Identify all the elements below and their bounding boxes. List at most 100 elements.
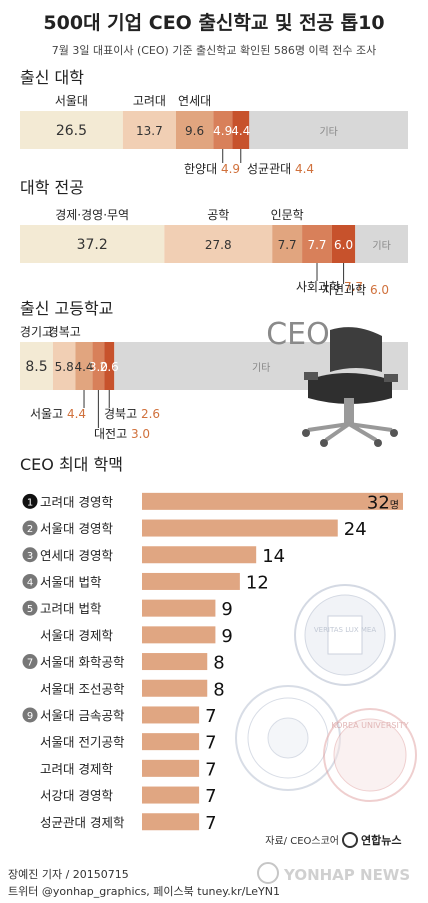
segment-callout-4: 한양대 4.9 — [184, 162, 240, 176]
segment-value-2: 13.7 — [136, 124, 163, 138]
rank-number: 2 — [27, 524, 33, 535]
segment-value-1: 26.5 — [56, 123, 87, 139]
segment-bar-4 — [92, 342, 105, 390]
alumni-bar — [142, 653, 208, 671]
segment-label-2: 공학 — [207, 208, 229, 222]
category-label: 서울대 금속공학 — [40, 708, 125, 723]
segment-value-3: 9.6 — [185, 124, 204, 138]
segment-value-3: 7.7 — [278, 238, 297, 252]
category-label: 성균관대 경제학 — [40, 815, 125, 830]
section-title-university: 출신 대학 — [20, 68, 84, 87]
category-label: 고려대 경영학 — [40, 494, 113, 509]
segment-value-3: 4.4 — [74, 360, 93, 374]
segment-bar-5 — [331, 225, 356, 263]
callout-label: 자연과학 — [322, 283, 370, 297]
segment-bar-2 — [52, 342, 76, 390]
alumni-bar — [142, 519, 338, 537]
segment-bar-4 — [302, 225, 332, 263]
callout-label: 경북고 — [104, 407, 141, 421]
segment-bar-5 — [232, 111, 250, 149]
callout-label: 서울고 — [30, 407, 67, 421]
bar-value-label: 14 — [262, 546, 285, 567]
rank-number: 4 — [27, 577, 33, 588]
yonhap-news-watermark: YONHAP NEWS — [257, 862, 410, 884]
segment-bar-4 — [213, 111, 233, 149]
yonsei-seal-emblem — [235, 685, 341, 791]
segment-callout-4: 사회과학 7.7 — [296, 280, 363, 294]
segment-other-label: 기타 — [372, 240, 390, 252]
segment-label-1: 경제·경영·무역 — [55, 208, 129, 222]
category-label: 서울대 법학 — [40, 574, 102, 589]
segment-label-1: 경기고 — [20, 325, 53, 339]
alumni-bar — [142, 492, 403, 510]
segment-bar-2 — [164, 225, 273, 263]
bar-value-label: 9 — [221, 599, 232, 620]
segment-callout-4: 대전고 3.0 — [94, 427, 150, 441]
bar-value-label: 9 — [221, 626, 232, 647]
rank-number: 5 — [27, 604, 33, 615]
segment-bar-1 — [20, 111, 123, 149]
category-label: 고려대 법학 — [40, 601, 102, 616]
category-label: 고려대 경제학 — [40, 761, 113, 776]
alumni-bar — [142, 706, 200, 724]
snu-seal-text: VERITAS LUX MEA — [314, 626, 376, 634]
rank-badge — [22, 654, 38, 670]
rank-number: 9 — [27, 711, 33, 722]
segment-label-2: 경복고 — [48, 325, 81, 339]
callout-value: 2.6 — [141, 407, 160, 421]
segment-value-4: 7.7 — [307, 238, 326, 252]
segment-value-5: 2.6 — [100, 360, 119, 374]
alumni-bar — [142, 733, 200, 751]
bar-value-unit: 명 — [390, 499, 399, 511]
rank-badge — [22, 520, 38, 536]
page-title: 500대 기업 CEO 출신학교 및 전공 톱10 — [43, 12, 384, 34]
alumni-bar-chart: 1 고려대 경영학 32명 2 서울대 경영학 24 3 연세대 경영학 14 4 서울대 법학 12… — [22, 492, 403, 834]
category-label: 서울대 전기공학 — [40, 735, 125, 750]
yonhap-news-watermark-text: YONHAP NEWS — [283, 866, 410, 884]
category-label: 연세대 경영학 — [40, 548, 113, 563]
callout-value: 7.7 — [344, 280, 363, 294]
category-label: 서강대 경영학 — [40, 788, 113, 803]
segment-bar-6 — [355, 225, 408, 263]
segment-bar-5 — [104, 342, 115, 390]
callout-label: 사회과학 — [296, 280, 344, 294]
alumni-bar — [142, 759, 200, 777]
segment-value-5: 6.0 — [334, 238, 353, 252]
snu-seal-emblem: VERITAS LUX MEA — [294, 584, 396, 686]
korea-univ-seal-emblem: KOREA UNIVERSITY — [323, 708, 417, 802]
category-label: 서울대 조선공학 — [40, 681, 125, 696]
alumni-bar — [142, 626, 216, 644]
segment-bar-3 — [175, 111, 214, 149]
section-title-major: 대학 전공 — [20, 178, 84, 197]
segment-bar-1 — [20, 342, 53, 390]
segment-bar-2 — [122, 111, 176, 149]
bar-value-label: 8 — [213, 679, 224, 700]
bar-value-label: 32명 — [367, 492, 399, 513]
segment-bar-6 — [249, 111, 408, 149]
alumni-bar — [142, 786, 200, 804]
bar-value-label: 7 — [205, 813, 216, 834]
segment-callout-3: 서울고 4.4 — [30, 407, 86, 421]
callout-label: 한양대 — [184, 162, 221, 176]
callout-label: 성균관대 — [247, 162, 295, 176]
segment-callout-5: 자연과학 6.0 — [322, 283, 389, 297]
callout-label: 대전고 — [94, 427, 131, 441]
segment-bar-3 — [272, 225, 303, 263]
yonhap-logo-text: 연합뉴스 — [361, 833, 401, 847]
segment-callout-5: 성균관대 4.4 — [247, 162, 314, 176]
callout-value: 4.4 — [67, 407, 86, 421]
bar-value-label: 8 — [213, 653, 224, 674]
bar-value-label: 24 — [344, 519, 367, 540]
credit-line-2: 트위터 @yonhap_graphics, 페이스북 tuney.kr/LeYN… — [8, 885, 280, 898]
category-label: 서울대 경제학 — [40, 628, 113, 643]
bar-value-label: 7 — [205, 759, 216, 780]
segment-value-2: 5.8 — [55, 360, 74, 374]
segment-label-3: 연세대 — [178, 94, 211, 108]
segment-label-1: 서울대 — [55, 94, 88, 108]
segment-value-4: 4.9 — [213, 124, 232, 138]
